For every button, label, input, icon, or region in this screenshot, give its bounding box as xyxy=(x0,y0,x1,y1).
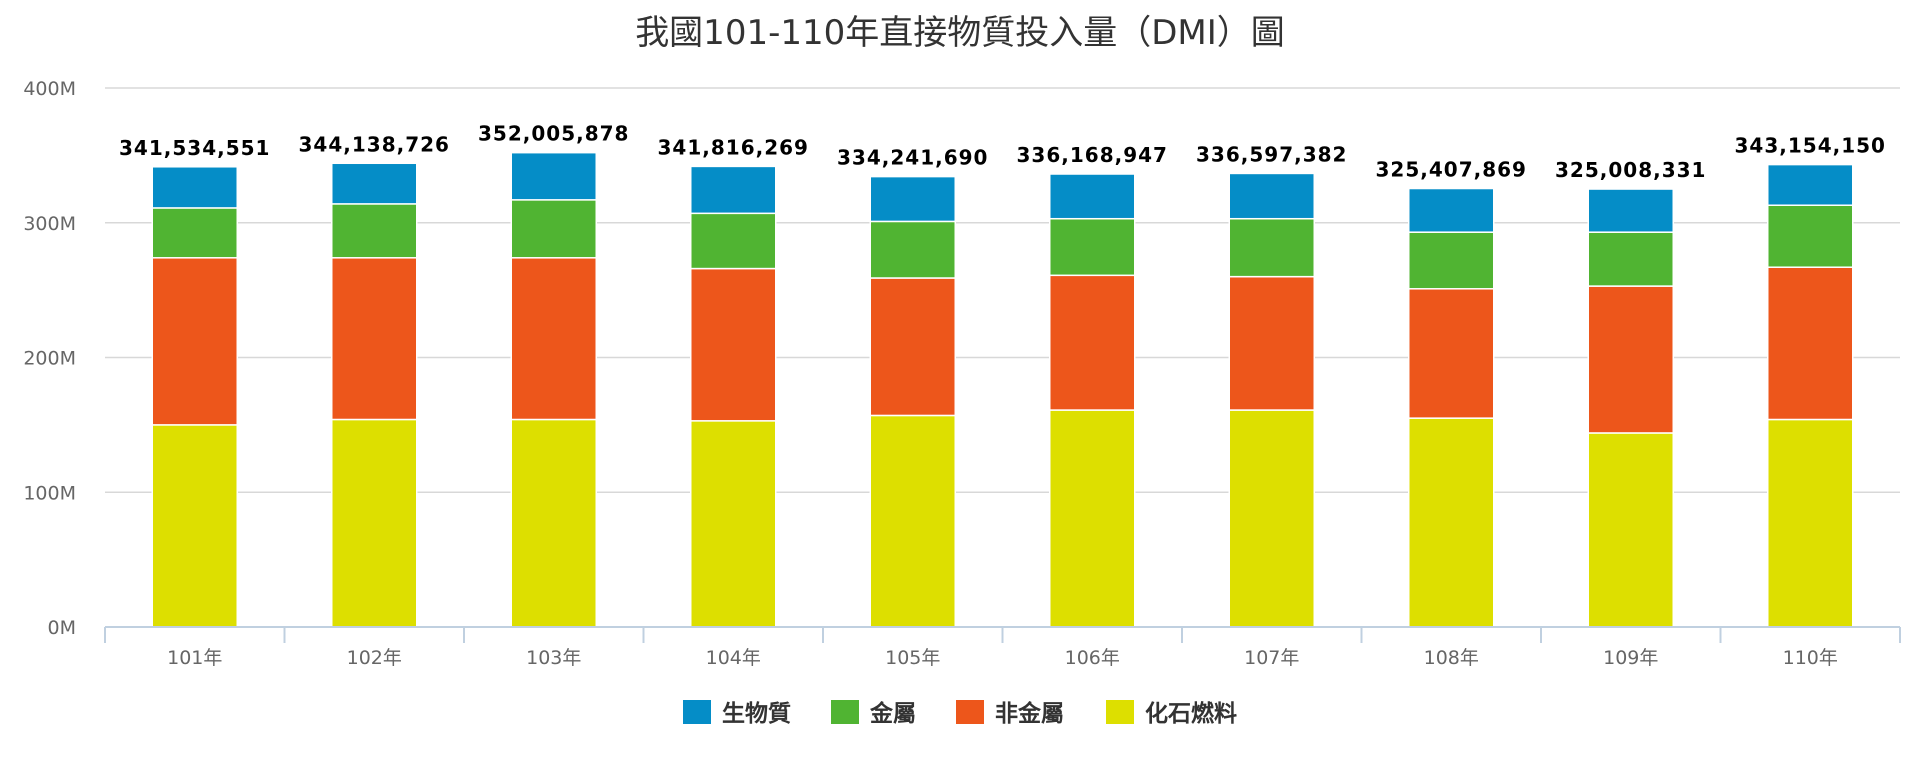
legend-label: 生物質 xyxy=(722,700,791,727)
bar-segment xyxy=(690,267,777,422)
bar-segment xyxy=(1408,187,1495,233)
bar-segment xyxy=(1049,217,1136,277)
y-tick-label: 300M xyxy=(23,213,76,235)
bar-segment xyxy=(1408,231,1495,290)
legend-item[interactable]: 金屬 xyxy=(831,700,916,727)
y-axis: 0M 100M 200M 300M 400M xyxy=(23,78,76,639)
bar-segment xyxy=(151,257,238,426)
bar-segment xyxy=(1587,188,1674,233)
total-label: 325,407,869 xyxy=(1376,158,1527,182)
total-label: 325,008,331 xyxy=(1555,158,1706,182)
bar-segment xyxy=(869,220,956,279)
y-tick-label: 400M xyxy=(23,78,76,100)
bar-segment xyxy=(1587,432,1674,628)
bar-segment xyxy=(869,414,956,628)
bar-segment xyxy=(690,165,777,215)
bar-segment xyxy=(151,207,238,259)
bar-segment xyxy=(1049,274,1136,411)
bar-segment xyxy=(510,151,597,201)
bar-segment xyxy=(331,257,418,421)
bar-segment xyxy=(869,175,956,223)
bar-segment xyxy=(1049,173,1136,220)
bar-segment xyxy=(331,203,418,259)
x-tick-label: 103年 xyxy=(526,647,581,669)
x-tick-label: 108年 xyxy=(1424,647,1479,669)
legend-item[interactable]: 化石燃料 xyxy=(1106,700,1237,727)
x-tick-label: 104年 xyxy=(706,647,761,669)
y-tick-label: 100M xyxy=(23,482,76,504)
bar-segment xyxy=(151,166,238,209)
bar-segment xyxy=(1587,231,1674,287)
bar-segment xyxy=(510,257,597,421)
legend-swatch xyxy=(831,700,859,724)
legend-swatch xyxy=(956,700,984,724)
bar-segment xyxy=(1228,409,1315,628)
bar-segment xyxy=(1049,409,1136,628)
bar-segment xyxy=(1767,204,1854,268)
x-tick-label: 109年 xyxy=(1603,647,1658,669)
bars xyxy=(151,151,1854,628)
bar-segment xyxy=(1767,418,1854,628)
bar-segment xyxy=(1408,417,1495,628)
bar-segment xyxy=(1228,172,1315,220)
legend-item[interactable]: 非金屬 xyxy=(956,700,1064,727)
total-label: 336,597,382 xyxy=(1196,142,1347,166)
bar-segment xyxy=(331,418,418,628)
bar-segment xyxy=(510,199,597,259)
x-tick-label: 106年 xyxy=(1065,647,1120,669)
legend-label: 非金屬 xyxy=(995,700,1064,727)
bar-segment xyxy=(331,162,418,205)
legend-swatch xyxy=(1106,700,1134,724)
total-label: 336,168,947 xyxy=(1017,143,1168,167)
x-tick-label: 102年 xyxy=(347,647,402,669)
total-label: 334,241,690 xyxy=(837,146,988,170)
total-label: 341,534,551 xyxy=(119,136,270,160)
legend-item[interactable]: 生物質 xyxy=(683,700,791,727)
legend[interactable]: 生物質 金屬 非金屬 化石燃料 xyxy=(683,700,1237,727)
bar-segment xyxy=(1408,288,1495,419)
y-tick-label: 200M xyxy=(23,348,76,370)
total-label: 344,138,726 xyxy=(299,132,450,156)
total-label: 343,154,150 xyxy=(1735,134,1886,158)
x-tick-label: 101年 xyxy=(167,647,222,669)
legend-swatch xyxy=(683,700,711,724)
y-tick-label: 0M xyxy=(48,617,76,639)
total-label: 352,005,878 xyxy=(478,122,629,146)
x-tick-label: 107年 xyxy=(1244,647,1299,669)
bar-segment xyxy=(1587,285,1674,434)
bar-segment xyxy=(510,418,597,628)
bar-segment xyxy=(151,424,238,628)
bar-segment xyxy=(1228,275,1315,411)
legend-label: 化石燃料 xyxy=(1145,700,1237,727)
bar-segment xyxy=(869,277,956,417)
legend-label: 金屬 xyxy=(869,700,916,727)
bar-segment xyxy=(690,212,777,270)
total-labels: 341,534,551 344,138,726 352,005,878 341,816… xyxy=(119,122,1886,182)
x-tick-label: 105年 xyxy=(885,647,940,669)
bar-segment xyxy=(1767,266,1854,421)
x-axis: 101年 102年 103年 104年 105年 106年 107年 108年 109年 110年 xyxy=(104,626,1901,669)
x-tick-label: 110年 xyxy=(1783,647,1838,669)
bar-segment xyxy=(1767,163,1854,206)
total-label: 341,816,269 xyxy=(658,135,809,159)
bar-segment xyxy=(1228,217,1315,278)
chart-title: 我國101-110年直接物質投入量（DMI）圖 xyxy=(635,13,1285,53)
bar-segment xyxy=(690,420,777,628)
